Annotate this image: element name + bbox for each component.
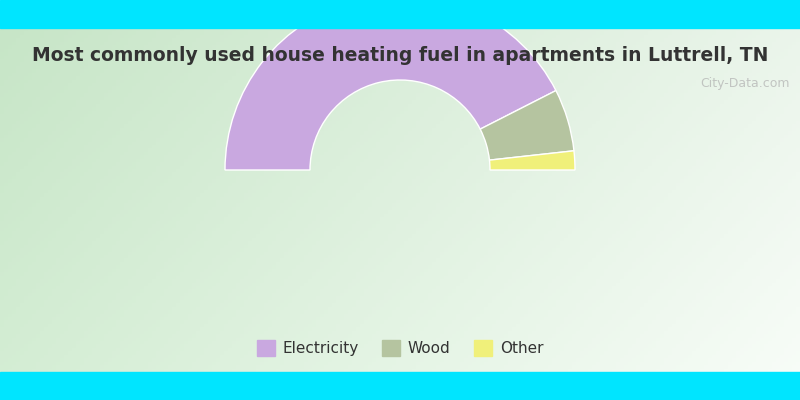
Wedge shape bbox=[480, 90, 574, 160]
Wedge shape bbox=[490, 151, 575, 170]
Bar bbox=[0, 372, 800, 400]
Bar bbox=[0, 0, 800, 28]
Text: Most commonly used house heating fuel in apartments in Luttrell, TN: Most commonly used house heating fuel in… bbox=[32, 46, 768, 65]
Text: City-Data.com: City-Data.com bbox=[700, 76, 790, 90]
Legend: Electricity, Wood, Other: Electricity, Wood, Other bbox=[250, 334, 550, 362]
Wedge shape bbox=[225, 0, 556, 170]
